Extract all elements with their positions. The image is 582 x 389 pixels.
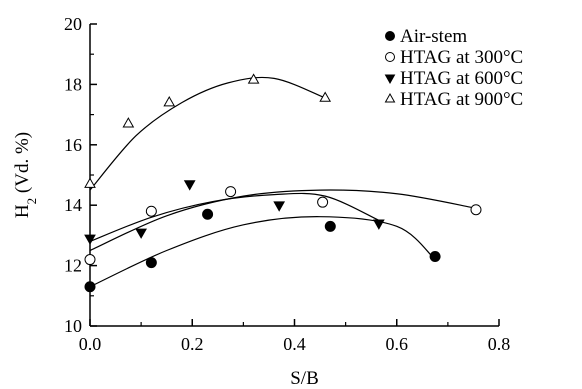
data-point-s1-1 xyxy=(84,281,96,293)
data-point-s3-1 xyxy=(84,234,96,245)
data-point-s1-2 xyxy=(145,257,157,269)
data-point-s1-4 xyxy=(324,220,336,232)
axes: 10 12 14 16 18 20 0.0 0.2 0.4 0.6 0.8 S/B H2 (Vd. %) xyxy=(12,14,510,389)
data-point-s2-3 xyxy=(225,186,237,198)
legend-marker-4 xyxy=(384,93,396,103)
y-tick-label: 12 xyxy=(64,256,82,276)
data-point-s4-4 xyxy=(247,73,260,84)
data-point-s1-3 xyxy=(202,208,214,220)
data-point-s2-4 xyxy=(317,196,329,208)
fit-curve-4 xyxy=(89,76,326,191)
legend-marker-3 xyxy=(384,74,396,84)
data-point-s3-5 xyxy=(372,219,385,230)
fit-curve-3 xyxy=(89,192,380,242)
data-point-s2-1 xyxy=(84,254,96,266)
legend-label-2: HTAG at 300°C xyxy=(400,47,523,68)
legend-label-1: Air-stem xyxy=(400,26,467,47)
data-point-s2-5 xyxy=(470,204,482,216)
x-tick-label: 0.6 xyxy=(386,334,409,354)
data-point-s3-3 xyxy=(183,180,196,191)
fit-curve-2 xyxy=(89,189,477,252)
legend-label-4: HTAG at 900°C xyxy=(400,89,523,110)
fit-curves xyxy=(89,76,477,288)
legend-marker-2 xyxy=(385,52,395,62)
data-point-s4-5 xyxy=(319,91,332,102)
data-point-s3-4 xyxy=(273,201,286,212)
x-tick-label: 0.0 xyxy=(79,334,102,354)
data-point-s4-3 xyxy=(163,96,176,107)
data-point-s2-2 xyxy=(145,205,157,217)
x-axis-title: S/B xyxy=(290,368,319,389)
y-tick-label: 14 xyxy=(64,195,82,215)
data-point-s1-5 xyxy=(429,251,441,263)
data-point-s3-2 xyxy=(135,228,147,239)
data-point-s4-2 xyxy=(122,117,135,128)
y-tick-label: 10 xyxy=(64,316,82,336)
data-point-s4-1 xyxy=(84,177,96,188)
x-tick-label: 0.4 xyxy=(283,334,306,354)
y-tick-label: 18 xyxy=(64,74,82,94)
fit-curve-1 xyxy=(89,216,436,288)
x-tick-label: 0.8 xyxy=(488,334,511,354)
data-points xyxy=(84,73,482,293)
y-axis-title: H2 (Vd. %) xyxy=(12,132,39,218)
legend-marker-1 xyxy=(385,31,395,41)
legend-label-3: HTAG at 600°C xyxy=(400,68,523,89)
x-tick-label: 0.2 xyxy=(181,334,204,354)
y-tick-label: 20 xyxy=(64,14,82,34)
y-tick-label: 16 xyxy=(64,135,82,155)
